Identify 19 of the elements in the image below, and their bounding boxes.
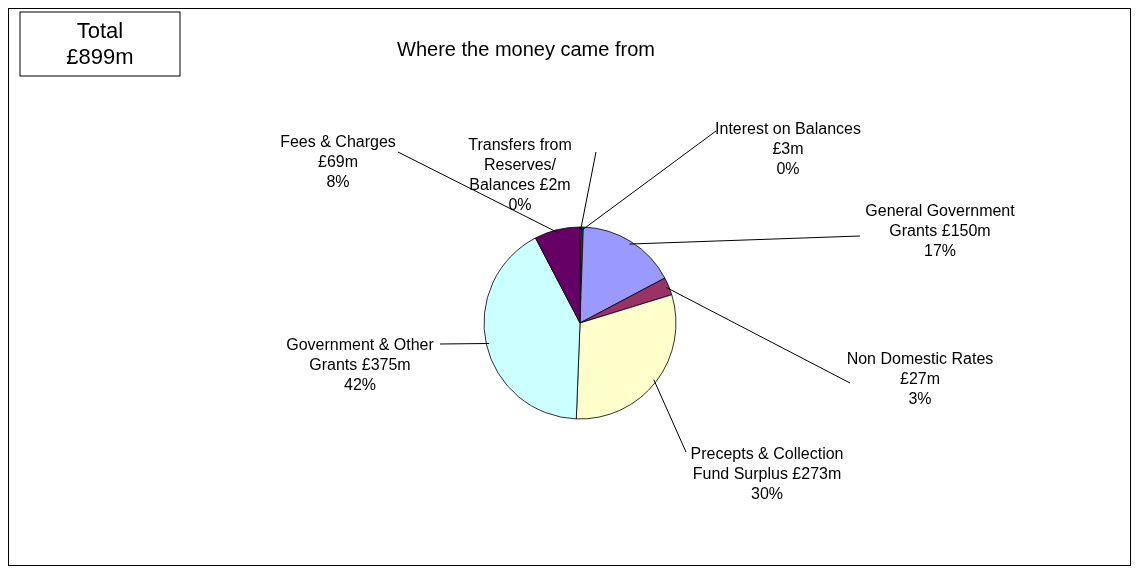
chart-title: Where the money came from (397, 38, 655, 60)
slice-label: Government & Other Grants £375m (286, 336, 435, 373)
slice-label: Fees & Charges (280, 133, 396, 150)
text: 3% (908, 390, 932, 407)
text: 0% (508, 196, 532, 213)
text: 0% (776, 160, 800, 177)
slice-label: Non Domestic Rates (846, 350, 994, 367)
slice-label: Transfers from Reserves/ Balances £2m (468, 136, 572, 193)
slice-label: General Government Grants £150m (865, 202, 1016, 239)
text: 17% (923, 242, 957, 259)
slice-label: Interest on Balances (715, 120, 861, 137)
text: 42% (343, 376, 377, 393)
text: Total £899m (66, 18, 134, 69)
data-label: £69m (317, 153, 359, 170)
data-label: £3m (772, 140, 804, 157)
text: 30% (750, 485, 784, 502)
data-label: £27m (899, 370, 941, 387)
slice-label: Precepts & Collection Fund Surplus £273m (690, 445, 844, 482)
text: 8% (326, 173, 350, 190)
